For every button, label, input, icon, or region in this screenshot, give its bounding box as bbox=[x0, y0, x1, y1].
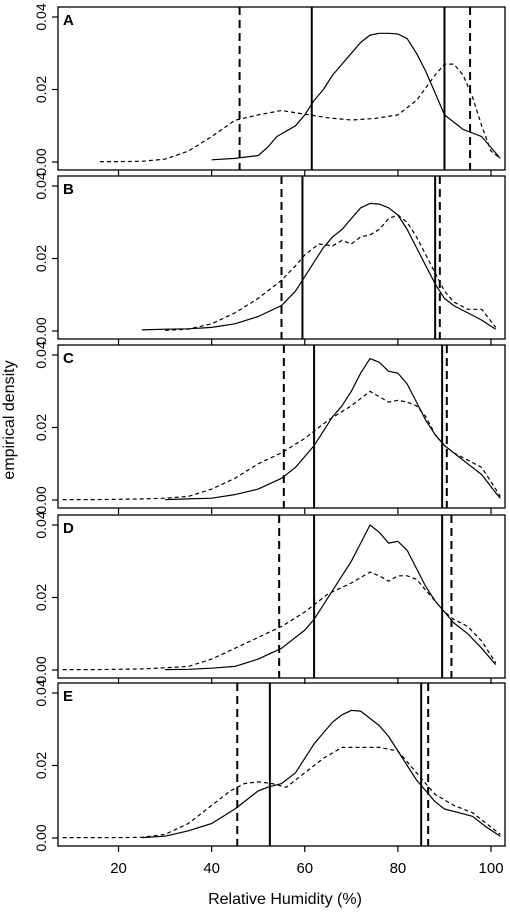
x-tick-label-1: 40 bbox=[203, 860, 220, 877]
x-tick-label-4: 100 bbox=[479, 860, 504, 877]
panel-c-label: C bbox=[63, 350, 74, 367]
panel-e-curve-solid bbox=[141, 709, 501, 839]
panel-c: C 0.00 0.02 0.04 bbox=[33, 341, 506, 514]
panel-b-ytick-label-2: 0.04 bbox=[33, 172, 49, 199]
panel-e-ytick-label-2: 0.04 bbox=[33, 679, 49, 706]
panel-a: A 0.00 0.02 0.04 bbox=[33, 3, 506, 176]
x-tick-label-2: 60 bbox=[296, 860, 313, 877]
panel-e-curve-dashed bbox=[62, 746, 501, 839]
panel-a-ytick-label-2: 0.04 bbox=[33, 3, 49, 30]
panel-a-frame bbox=[57, 6, 506, 171]
panel-e-label: E bbox=[63, 688, 73, 705]
panel-d-curve-solid bbox=[165, 524, 497, 671]
x-axis-label: Relative Humidity (%) bbox=[208, 891, 362, 908]
panel-d-ytick-label-1: 0.02 bbox=[33, 584, 49, 611]
panel-d-label: D bbox=[63, 520, 74, 537]
x-tick-label-3: 80 bbox=[390, 860, 407, 877]
panel-a-label: A bbox=[63, 12, 74, 29]
panel-b-curve-dashed bbox=[165, 214, 497, 331]
panel-c-ytick-label-0: 0.00 bbox=[33, 486, 49, 513]
panel-d: D 0.00 0.02 0.04 bbox=[33, 511, 506, 684]
panel-b-ytick-label-1: 0.02 bbox=[33, 245, 49, 272]
panel-b-ytick-label-0: 0.00 bbox=[33, 317, 49, 344]
panel-d-curve-dashed bbox=[62, 571, 497, 671]
panel-e-ytick-label-1: 0.02 bbox=[33, 752, 49, 779]
panel-c-ytick-label-2: 0.04 bbox=[33, 341, 49, 368]
panel-b: B 0.00 0.02 0.04 bbox=[33, 172, 506, 345]
chart-panels: A0.000.020.04B0.000.020.04C0.000.020.04D… bbox=[33, 3, 506, 877]
panel-e-frame bbox=[57, 682, 506, 847]
panel-c-frame bbox=[57, 344, 506, 509]
panel-e: E 0.00 0.02 0.04 20 40 60 80 100 bbox=[33, 679, 506, 877]
panel-a-curve-solid bbox=[211, 32, 501, 161]
panel-b-label: B bbox=[63, 181, 74, 198]
y-axis-label: empirical density bbox=[1, 360, 18, 479]
panel-c-curve-dashed bbox=[62, 390, 501, 501]
x-tick-label-0: 20 bbox=[110, 860, 127, 877]
panel-e-ytick-label-0: 0.00 bbox=[33, 824, 49, 851]
panel-a-curve-dashed bbox=[99, 63, 501, 163]
panel-a-ytick-label-0: 0.00 bbox=[33, 148, 49, 175]
panel-a-ytick-label-1: 0.02 bbox=[33, 76, 49, 103]
panel-c-curve-solid bbox=[165, 358, 501, 501]
panel-d-ytick-label-2: 0.04 bbox=[33, 511, 49, 538]
panel-b-curve-solid bbox=[141, 202, 497, 331]
panel-d-ytick-label-0: 0.00 bbox=[33, 656, 49, 683]
panel-d-frame bbox=[57, 514, 506, 679]
panel-c-ytick-label-1: 0.02 bbox=[33, 414, 49, 441]
